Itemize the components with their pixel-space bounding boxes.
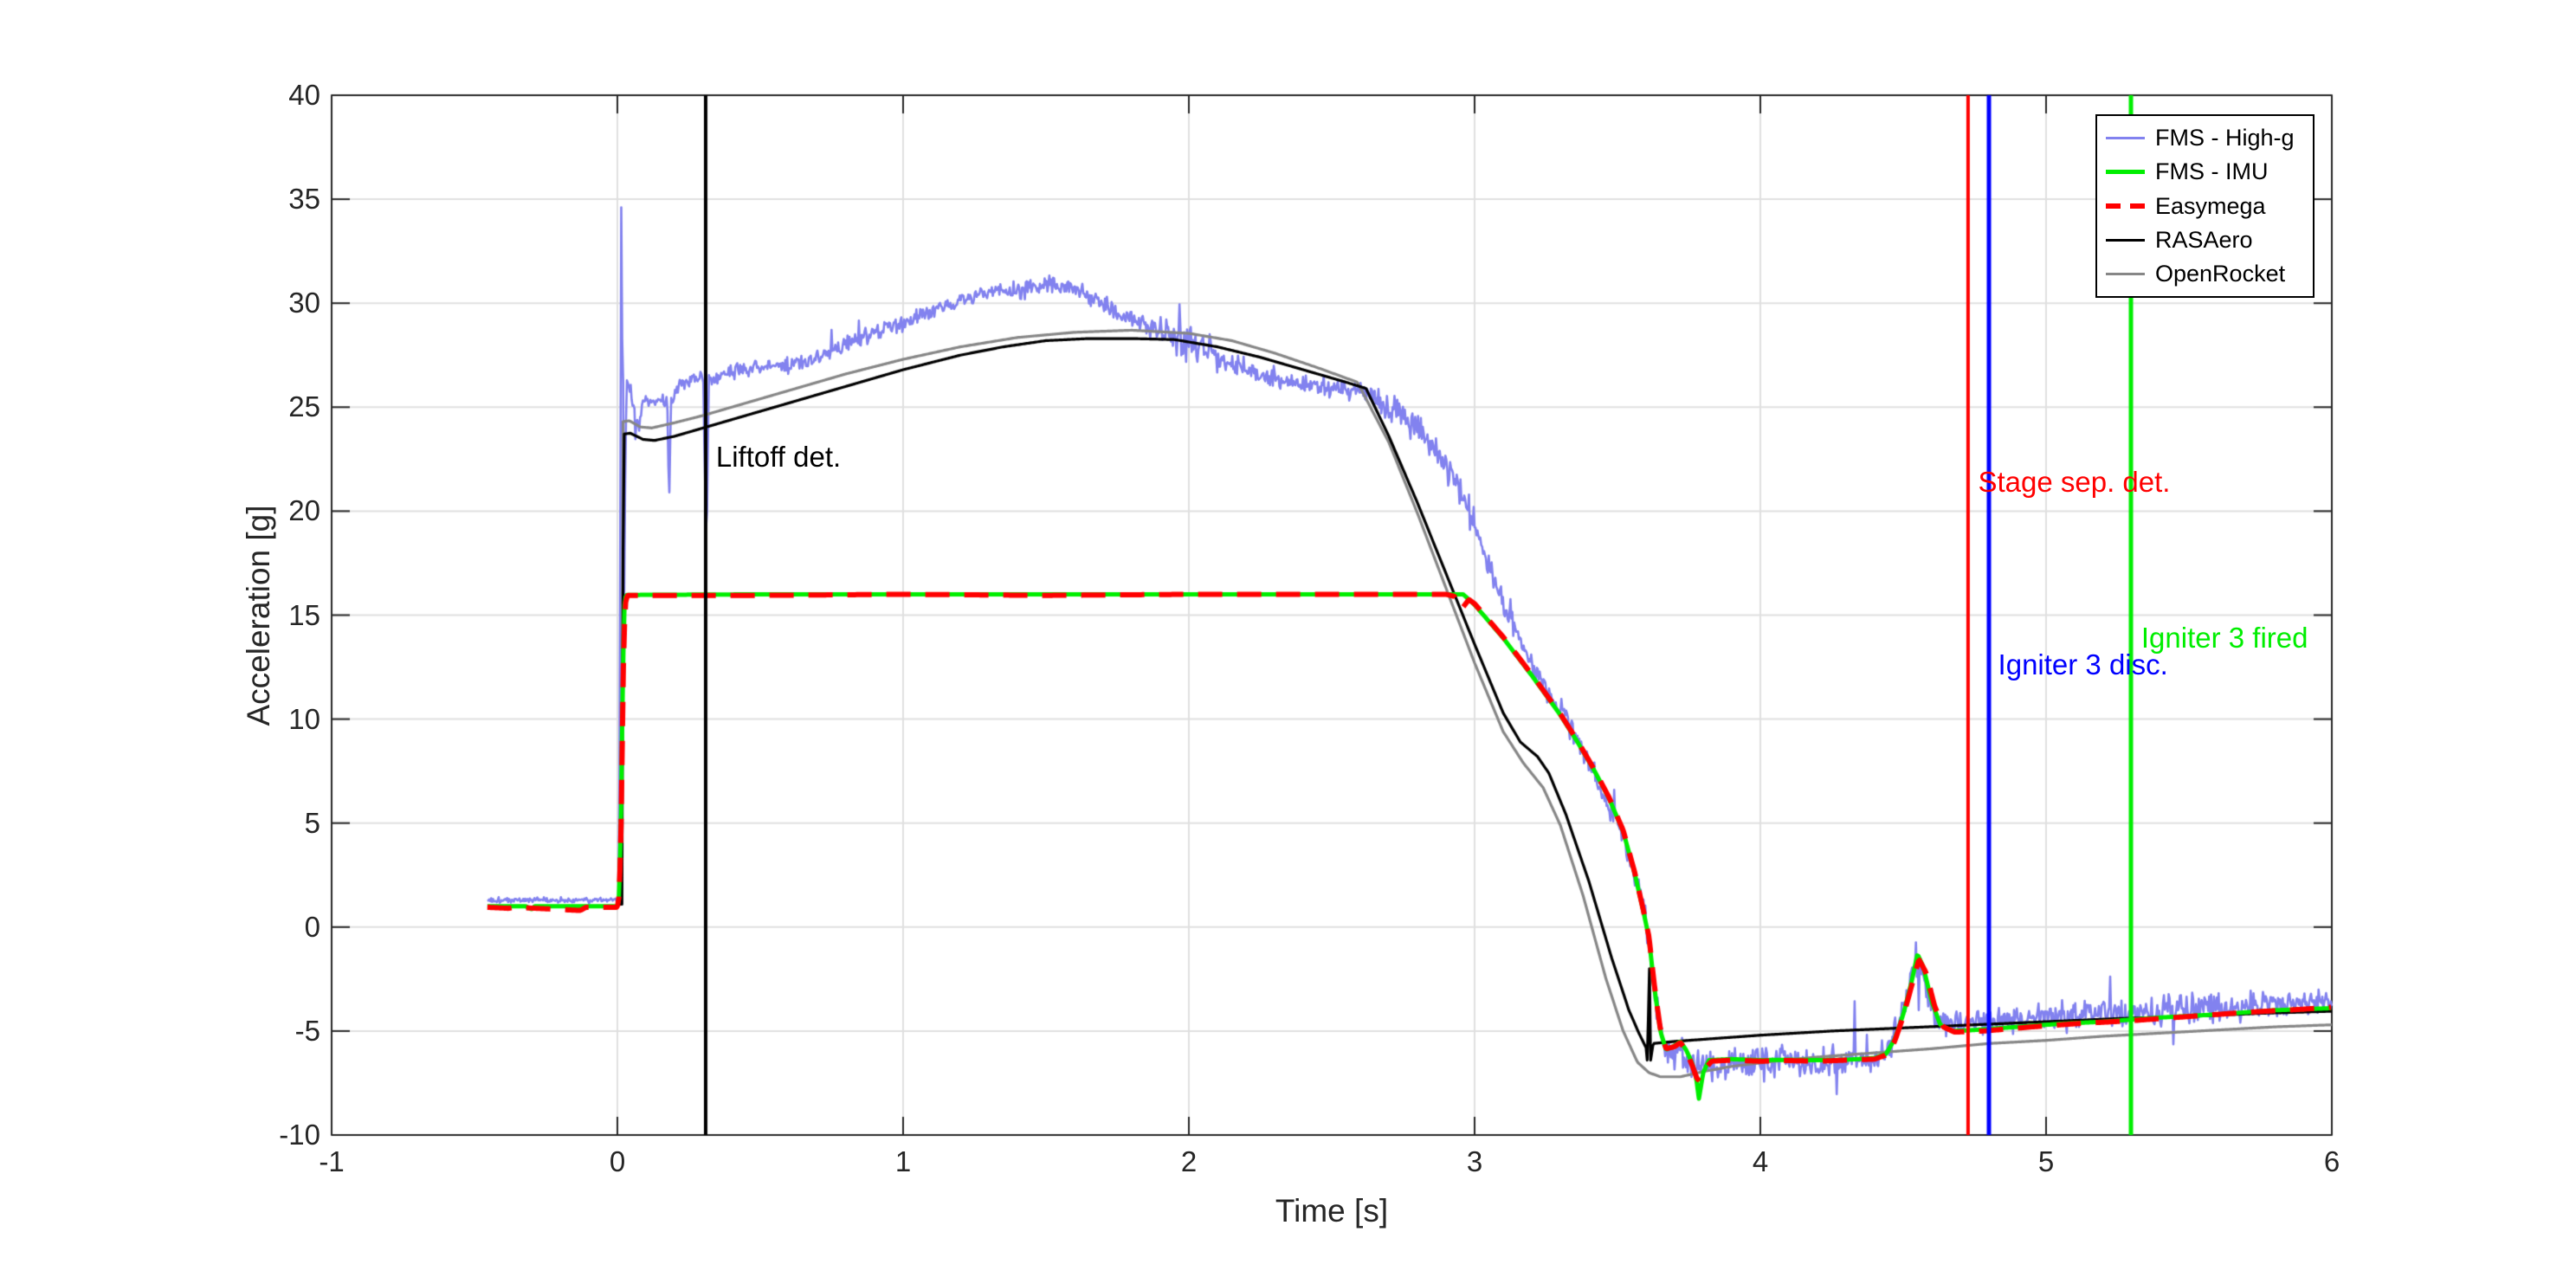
legend-item-fms-high-g: FMS - High-g (2106, 121, 2304, 155)
legend: FMS - High-g FMS - IMU Easymega RASAero Open… (2095, 114, 2315, 298)
legend-item-easymega: Easymega (2106, 189, 2304, 223)
legend-line-sample (2106, 238, 2145, 242)
legend-label: FMS - High-g (2155, 125, 2295, 152)
legend-line-sample (2106, 137, 2145, 139)
legend-line-sample (2106, 203, 2145, 209)
legend-label: FMS - IMU (2155, 158, 2269, 185)
legend-line-sample (2106, 272, 2145, 275)
legend-item-openrocket: OpenRocket (2106, 257, 2304, 291)
legend-line-sample (2106, 170, 2145, 175)
legend-label: OpenRocket (2155, 260, 2286, 287)
legend-item-fms-imu: FMS - IMU (2106, 155, 2304, 189)
legend-item-rasaero: RASAero (2106, 223, 2304, 257)
legend-label: Easymega (2155, 192, 2266, 219)
legend-label: RASAero (2155, 226, 2253, 253)
